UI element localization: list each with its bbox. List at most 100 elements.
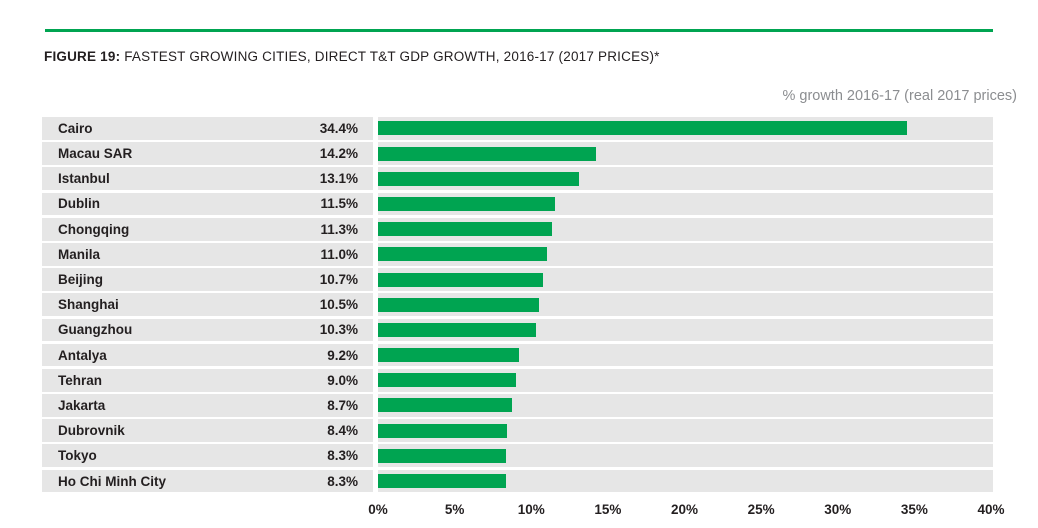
row-label-cell: Dubrovnik 8.4% — [42, 419, 373, 443]
row-label-cell: Beijing 10.7% — [42, 268, 373, 291]
bar-track — [378, 394, 993, 417]
x-axis-tick-label: 40% — [977, 502, 1005, 517]
row-label-cell: Jakarta 8.7% — [42, 394, 373, 417]
row-label-cell: Istanbul 13.1% — [42, 167, 373, 191]
bar — [378, 423, 508, 438]
x-axis-tick-label: 5% — [444, 502, 465, 517]
table-row: Shanghai 10.5% — [42, 293, 993, 317]
bar-chart: Cairo 34.4% Macau SAR 14.2% Istanbul 13.… — [42, 117, 993, 495]
table-row: Dubrovnik 8.4% — [42, 419, 993, 443]
city-label: Tehran — [58, 372, 103, 388]
table-row: Istanbul 13.1% — [42, 167, 993, 191]
value-label: 10.3% — [319, 322, 358, 338]
bar-track — [378, 293, 993, 317]
x-axis-tick-label: 30% — [824, 502, 852, 517]
figure-title-text: FASTEST GROWING CITIES, DIRECT T&T GDP G… — [120, 49, 660, 64]
city-label: Macau SAR — [58, 146, 133, 162]
bar-track — [378, 368, 993, 392]
top-accent-rule — [45, 29, 993, 32]
bar-track — [378, 242, 993, 266]
table-row: Beijing 10.7% — [42, 268, 993, 291]
bar — [378, 398, 512, 413]
table-row: Antalya 9.2% — [42, 343, 993, 367]
bar-track — [378, 444, 993, 468]
value-label: 11.3% — [320, 221, 358, 237]
value-label: 8.7% — [327, 397, 358, 413]
row-label-cell: Guangzhou 10.3% — [42, 318, 373, 342]
value-label: 9.2% — [327, 347, 358, 363]
x-axis: 0% 5% 10% 15% 20% 25% 30% 35% 40% — [368, 502, 1004, 520]
city-label: Cairo — [58, 120, 93, 136]
bar — [378, 474, 506, 489]
bar — [378, 297, 540, 312]
x-axis-tick-label: 15% — [594, 502, 622, 517]
value-label: 11.5% — [320, 196, 358, 212]
row-label-cell: Cairo 34.4% — [42, 117, 373, 140]
table-row: Dublin 11.5% — [42, 192, 993, 216]
row-label-cell: Shanghai 10.5% — [42, 293, 373, 317]
bar-track — [378, 142, 993, 165]
value-label: 9.0% — [327, 372, 358, 388]
city-label: Chongqing — [58, 221, 130, 237]
x-axis-tick-label: 0% — [368, 502, 388, 517]
x-axis-tick-label: 10% — [517, 502, 545, 517]
table-row: Ho Chi Minh City 8.3% — [42, 469, 993, 493]
bar-track — [378, 117, 993, 140]
bar — [378, 448, 506, 463]
row-label-cell: Chongqing 11.3% — [42, 217, 373, 241]
bar — [378, 171, 580, 186]
city-label: Jakarta — [58, 397, 106, 413]
table-row: Cairo 34.4% — [42, 117, 993, 140]
value-label: 13.1% — [319, 171, 358, 187]
table-row: Tehran 9.0% — [42, 368, 993, 392]
figure-title: FIGURE 19: FASTEST GROWING CITIES, DIREC… — [44, 49, 660, 64]
city-label: Istanbul — [58, 171, 110, 187]
row-label-cell: Tokyo 8.3% — [42, 444, 373, 468]
city-label: Dublin — [58, 196, 100, 212]
city-label: Guangzhou — [58, 322, 133, 338]
bar-track — [378, 268, 993, 291]
value-label: 8.4% — [327, 423, 358, 439]
city-label: Ho Chi Minh City — [58, 473, 166, 489]
bar-track — [378, 217, 993, 241]
bar-track — [378, 167, 993, 191]
city-label: Antalya — [58, 347, 107, 363]
value-label: 11.0% — [320, 246, 358, 262]
bar — [378, 348, 520, 363]
bar — [378, 272, 543, 287]
city-label: Tokyo — [58, 448, 97, 464]
table-row: Macau SAR 14.2% — [42, 142, 993, 165]
table-row: Chongqing 11.3% — [42, 217, 993, 241]
bar-track — [378, 318, 993, 342]
city-label: Manila — [58, 246, 101, 262]
table-row: Tokyo 8.3% — [42, 444, 993, 468]
row-label-cell: Dublin 11.5% — [42, 192, 373, 216]
row-label-cell: Manila 11.0% — [42, 242, 373, 266]
value-label: 10.7% — [319, 272, 358, 288]
bar — [378, 196, 555, 211]
row-label-cell: Antalya 9.2% — [42, 343, 373, 367]
value-label: 14.2% — [319, 146, 358, 162]
row-label-cell: Tehran 9.0% — [42, 368, 373, 392]
city-label: Beijing — [58, 272, 104, 288]
bar — [378, 322, 537, 337]
value-label: 10.5% — [319, 297, 358, 313]
bar-track — [378, 469, 993, 493]
bar — [378, 247, 548, 262]
table-row: Guangzhou 10.3% — [42, 318, 993, 342]
table-row: Manila 11.0% — [42, 242, 993, 266]
table-row: Jakarta 8.7% — [42, 394, 993, 417]
axis-unit-label: % growth 2016-17 (real 2017 prices) — [782, 88, 1017, 104]
value-label: 34.4% — [319, 120, 358, 136]
row-label-cell: Ho Chi Minh City 8.3% — [42, 469, 373, 493]
figure-number-label: FIGURE 19: — [44, 49, 121, 64]
bar — [378, 373, 517, 388]
x-axis-tick-label: 25% — [747, 502, 775, 517]
bar — [378, 146, 597, 161]
bar — [378, 121, 907, 136]
x-axis-tick-label: 20% — [670, 502, 699, 517]
bar-track — [378, 419, 993, 443]
x-axis-tick-label: 35% — [900, 502, 928, 517]
value-label: 8.3% — [327, 473, 358, 489]
